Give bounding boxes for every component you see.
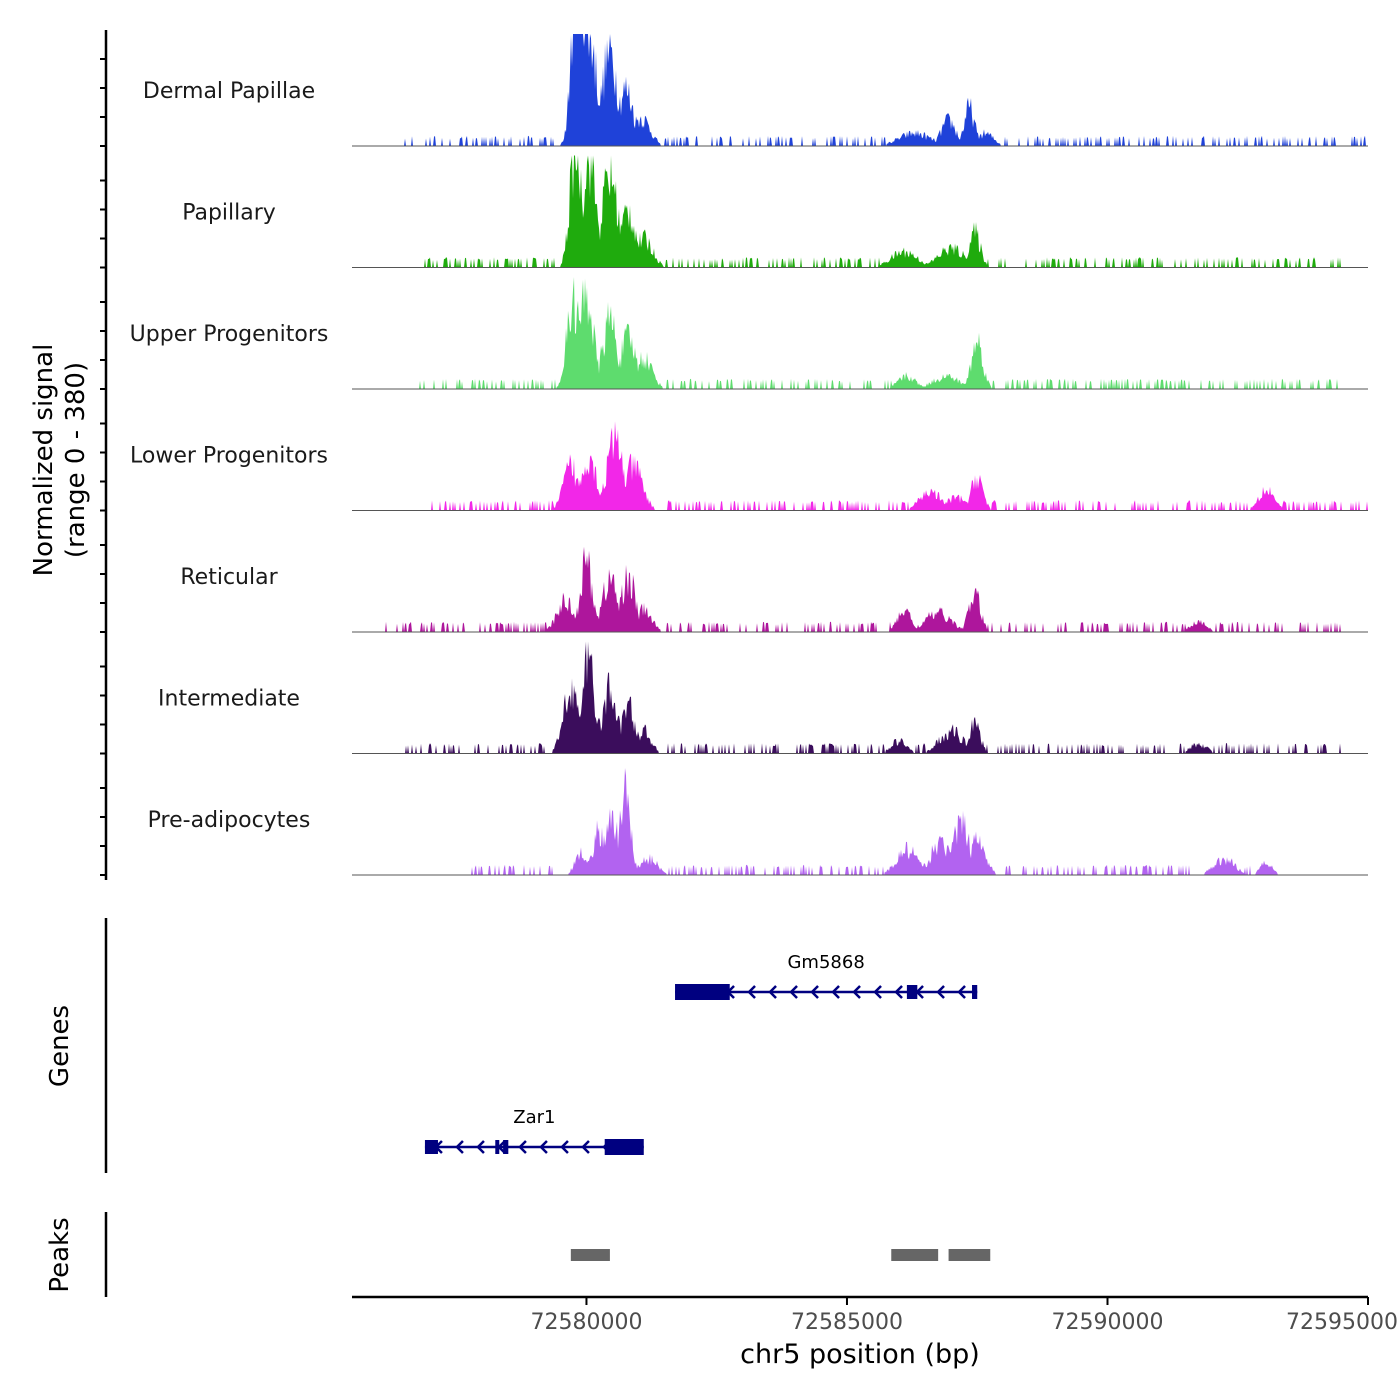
strand-arrow (747, 985, 756, 999)
strand-arrow (560, 1140, 569, 1154)
exon (424, 1140, 438, 1154)
track-label: Pre-adipocytes (148, 808, 311, 833)
peak-region (948, 1249, 991, 1261)
signal-area (352, 277, 1368, 389)
strand-arrow (455, 1140, 464, 1154)
exon (906, 985, 918, 999)
strand-arrow (518, 1140, 527, 1154)
exon (495, 1140, 500, 1154)
gene-Zar1: Zar1 (424, 1107, 644, 1155)
track-2: Upper Progenitors (130, 277, 1368, 390)
signal-tracks: Dermal Papillae Papillary Upper Progenitor… (130, 34, 1368, 876)
track-label: Upper Progenitors (130, 322, 329, 347)
track-label: Dermal Papillae (143, 79, 315, 104)
track-label: Reticular (180, 565, 278, 590)
x-axis: 72580000 72585000 72590000 72595000 (352, 1295, 1398, 1335)
strand-arrow (852, 985, 861, 999)
exon (503, 1140, 509, 1154)
x-tick-label: 72595000 (1286, 1310, 1398, 1335)
strand-arrow (831, 985, 840, 999)
strand-arrow (539, 1140, 548, 1154)
signal-area (352, 546, 1368, 632)
x-axis-label: chr5 position (bp) (740, 1339, 980, 1370)
track-label: Lower Progenitors (130, 444, 328, 469)
signal-area (352, 155, 1368, 268)
exon (972, 985, 978, 999)
track-1: Papillary (182, 155, 1368, 268)
strand-arrow (789, 985, 798, 999)
track-label: Intermediate (158, 687, 300, 712)
signal-area (352, 34, 1368, 146)
signal-area (352, 641, 1368, 754)
gene-name: Gm5868 (787, 952, 864, 973)
strand-arrow (873, 985, 882, 999)
signal-y-axis (100, 30, 108, 880)
peaks-track-label: Peaks (45, 1217, 75, 1292)
strand-arrow (768, 985, 777, 999)
signal-area (352, 421, 1368, 511)
gene-name: Zar1 (513, 1107, 555, 1128)
strand-arrow (810, 985, 819, 999)
y-axis-label: Normalized signal (29, 344, 59, 577)
strand-arrow (936, 985, 945, 999)
strand-arrow (894, 985, 903, 999)
gene-track: Gm5868 Zar1 (424, 952, 978, 1155)
peak-region (570, 1249, 610, 1261)
exon (675, 984, 730, 1000)
track-5: Intermediate (158, 641, 1368, 754)
x-tick-label: 72590000 (1051, 1310, 1163, 1335)
strand-arrow (581, 1140, 590, 1154)
strand-arrow (476, 1140, 485, 1154)
track-6: Pre-adipocytes (148, 768, 1368, 876)
track-0: Dermal Papillae (143, 34, 1368, 147)
genes-track-label: Genes (45, 1005, 75, 1087)
track-3: Lower Progenitors (130, 421, 1368, 511)
x-tick-label: 72580000 (530, 1310, 642, 1335)
track-4: Reticular (180, 546, 1368, 633)
exon (604, 1139, 644, 1155)
peaks-track (570, 1249, 991, 1261)
track-label: Papillary (182, 201, 276, 226)
signal-area (352, 768, 1368, 875)
peak-region (891, 1249, 939, 1261)
x-tick-label: 72585000 (791, 1310, 903, 1335)
y-axis-label-range: (range 0 - 380) (61, 362, 91, 558)
gene-Gm5868: Gm5868 (675, 952, 978, 1000)
strand-arrow (957, 985, 966, 999)
